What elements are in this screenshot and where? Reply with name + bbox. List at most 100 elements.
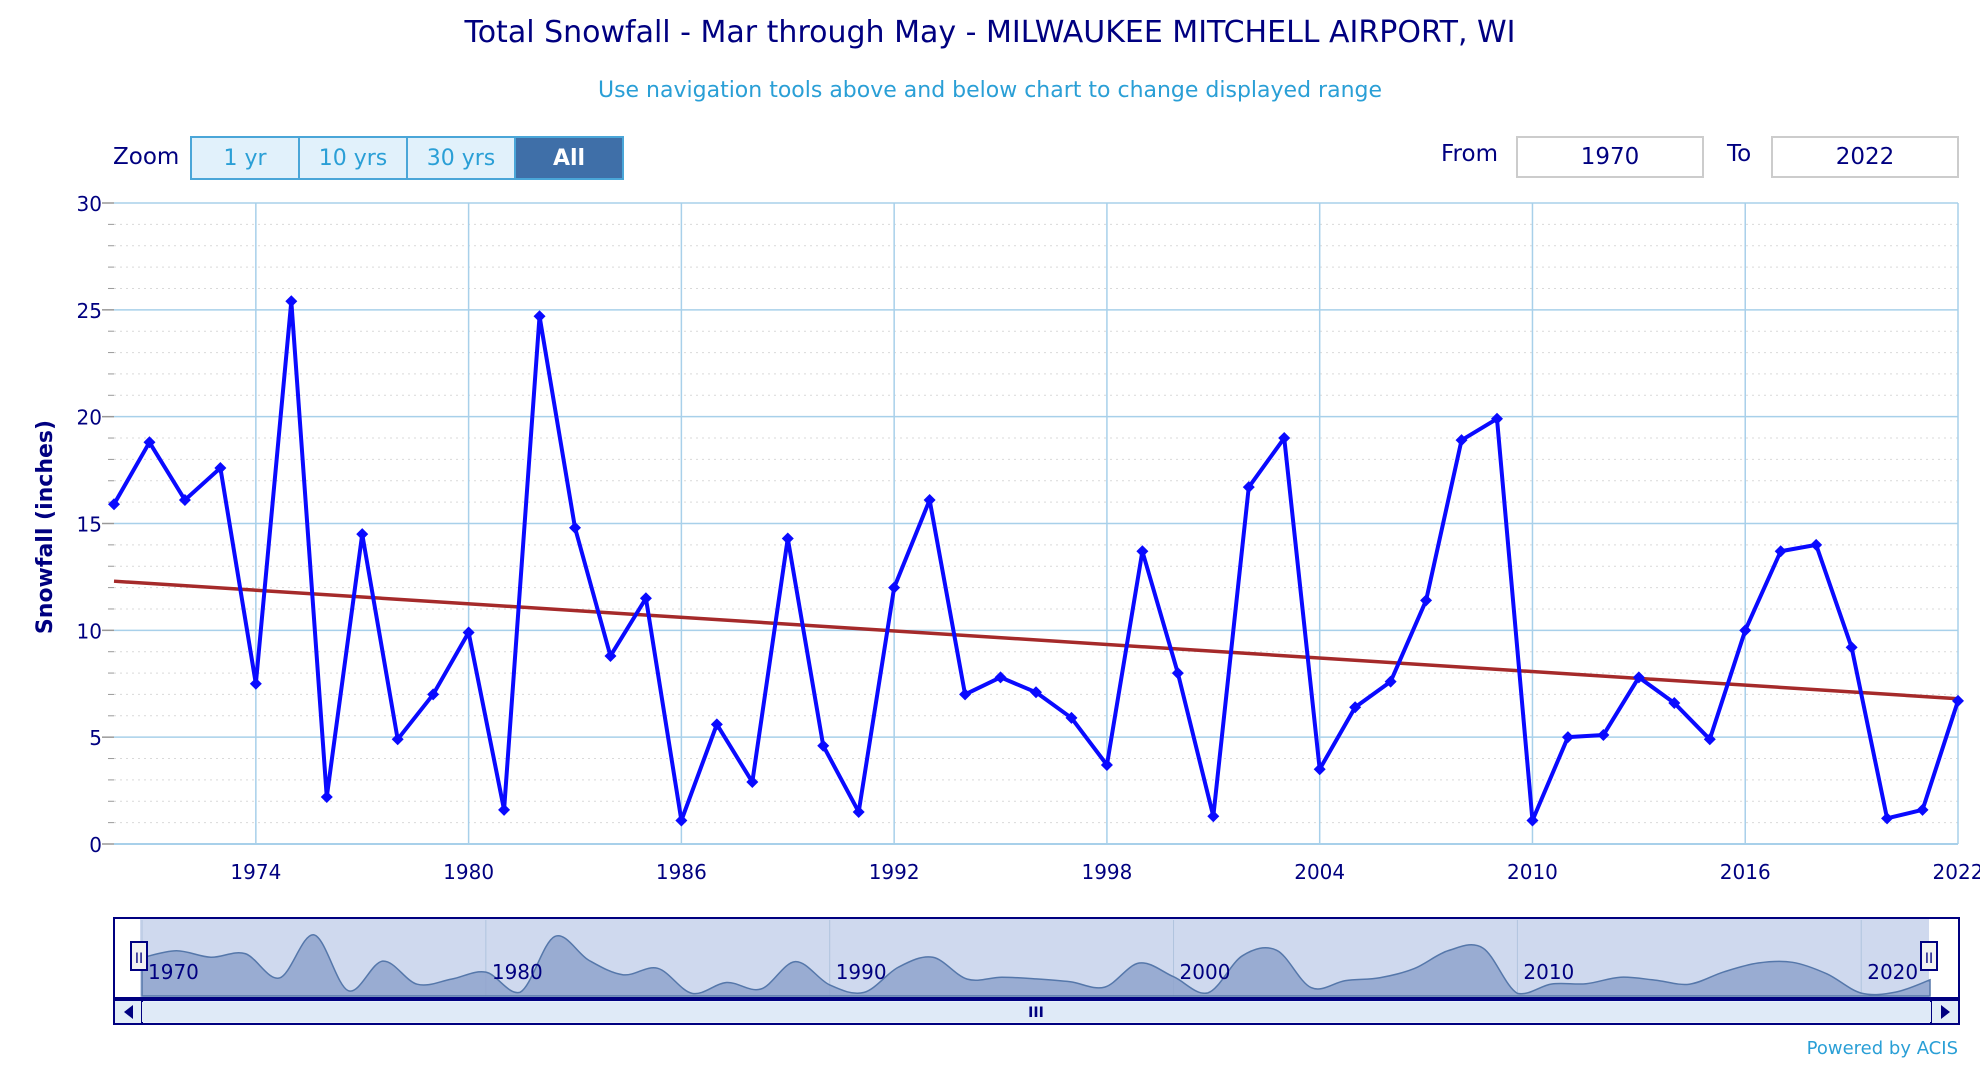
- data-point[interactable]: [1916, 803, 1929, 816]
- data-point[interactable]: [1668, 696, 1681, 709]
- credit-link[interactable]: Powered by ACIS: [1807, 1038, 1958, 1059]
- data-point[interactable]: [1030, 686, 1042, 699]
- data-point[interactable]: [320, 790, 333, 803]
- scrollbar-grip-icon: III: [1028, 1005, 1044, 1021]
- data-point[interactable]: [1384, 675, 1397, 688]
- right-handle-grip-icon: II: [1925, 951, 1933, 967]
- to-label: To: [1727, 141, 1752, 167]
- data-point[interactable]: [249, 677, 262, 690]
- axes: 0 5 10 15 20 25 30 1974 1980 1986 1992 1998 2004 2010…: [77, 192, 1980, 884]
- snowfall-series-line: [112, 299, 1960, 823]
- data-point[interactable]: [1313, 763, 1326, 776]
- data-point[interactable]: [1561, 731, 1574, 744]
- navigator-label: 2020: [1867, 960, 1918, 984]
- data-point[interactable]: [214, 461, 227, 474]
- x-tick-label: 1998: [1081, 860, 1132, 884]
- zoom-30yrs-button[interactable]: 30 yrs: [406, 136, 516, 180]
- from-year-input[interactable]: [1516, 136, 1704, 178]
- data-point[interactable]: [143, 436, 156, 449]
- navigator-label: 2000: [1180, 960, 1231, 984]
- y-tick-label: 5: [89, 726, 102, 750]
- x-tick-label: 2022: [1933, 860, 1980, 884]
- y-tick-label: 0: [89, 833, 102, 857]
- data-point[interactable]: [1845, 641, 1858, 654]
- data-point[interactable]: [1739, 624, 1752, 637]
- data-point[interactable]: [1065, 711, 1078, 724]
- zoom-label: Zoom: [113, 144, 180, 170]
- data-point[interactable]: [1420, 594, 1433, 607]
- data-point[interactable]: [1242, 481, 1255, 494]
- data-point[interactable]: [462, 626, 475, 639]
- x-tick-label: 1974: [230, 860, 281, 884]
- scroll-right-arrow-icon: [1941, 1005, 1950, 1019]
- data-point[interactable]: [675, 814, 688, 827]
- data-point[interactable]: [710, 718, 723, 731]
- data-point[interactable]: [959, 688, 972, 701]
- data-point[interactable]: [1703, 733, 1716, 746]
- data-point[interactable]: [1952, 694, 1964, 707]
- navigator-label: 1970: [148, 960, 199, 984]
- navigator[interactable]: 1970 1980 1990 2000 2010 2020 II II III: [113, 917, 1960, 1025]
- to-year-input[interactable]: [1771, 136, 1959, 178]
- scrollbar-thumb[interactable]: [142, 1002, 1931, 1022]
- data-point[interactable]: [1526, 814, 1539, 827]
- data-point[interactable]: [533, 310, 546, 323]
- navigator-label: 2010: [1523, 960, 1574, 984]
- data-point[interactable]: [569, 521, 581, 534]
- data-point[interactable]: [746, 776, 759, 789]
- data-point[interactable]: [1455, 434, 1468, 447]
- data-point[interactable]: [391, 733, 404, 746]
- x-tick-label: 2004: [1294, 860, 1345, 884]
- data-point[interactable]: [1349, 701, 1362, 714]
- data-point[interactable]: [178, 493, 191, 506]
- data-point[interactable]: [781, 532, 794, 545]
- data-point[interactable]: [888, 581, 901, 594]
- series-group: [108, 295, 1964, 827]
- zoom-1yr-button[interactable]: 1 yr: [190, 136, 300, 180]
- data-point[interactable]: [994, 671, 1007, 684]
- x-tick-label: 1986: [656, 860, 707, 884]
- data-point[interactable]: [108, 498, 120, 511]
- y-tick-label: 30: [77, 192, 102, 216]
- data-point[interactable]: [923, 493, 936, 506]
- data-point[interactable]: [1774, 545, 1787, 558]
- data-point[interactable]: [852, 805, 865, 818]
- data-point[interactable]: [498, 803, 511, 816]
- data-point[interactable]: [1100, 758, 1113, 771]
- data-point[interactable]: [285, 295, 298, 308]
- zoom-all-button[interactable]: All: [514, 136, 624, 180]
- zoom-10yrs-button[interactable]: 10 yrs: [298, 136, 408, 180]
- data-point[interactable]: [1171, 667, 1184, 680]
- data-point[interactable]: [427, 688, 440, 701]
- navigator-label: 1980: [492, 960, 543, 984]
- data-point[interactable]: [1278, 432, 1291, 445]
- x-tick-label: 2010: [1507, 860, 1558, 884]
- data-point[interactable]: [1136, 545, 1149, 558]
- trend-line-group: [113, 579, 1959, 701]
- left-handle-grip-icon: II: [135, 951, 143, 967]
- trend-line: [113, 579, 1959, 701]
- data-point[interactable]: [1881, 812, 1894, 825]
- data-point[interactable]: [1597, 729, 1610, 742]
- navigator-area: [141, 934, 1931, 997]
- data-point[interactable]: [1810, 538, 1823, 551]
- data-point[interactable]: [356, 528, 369, 541]
- data-point[interactable]: [1491, 412, 1503, 425]
- y-tick-label: 15: [77, 513, 102, 537]
- y-tick-label: 20: [77, 406, 102, 430]
- y-axis-label: Snowfall (inches): [33, 420, 58, 634]
- data-point[interactable]: [817, 739, 830, 752]
- y-tick-label: 25: [77, 299, 102, 323]
- x-tick-label: 1992: [869, 860, 920, 884]
- x-tick-label: 1980: [443, 860, 494, 884]
- navigator-left-handle[interactable]: [130, 941, 148, 971]
- grid: [114, 202, 1959, 845]
- chart-subtitle: Use navigation tools above and below cha…: [598, 78, 1382, 103]
- data-point[interactable]: [1207, 810, 1220, 823]
- data-point[interactable]: [604, 649, 617, 662]
- data-point[interactable]: [1632, 671, 1645, 684]
- navigator-right-handle[interactable]: [1920, 941, 1938, 971]
- data-point[interactable]: [639, 592, 652, 605]
- y-tick-label: 10: [77, 619, 102, 643]
